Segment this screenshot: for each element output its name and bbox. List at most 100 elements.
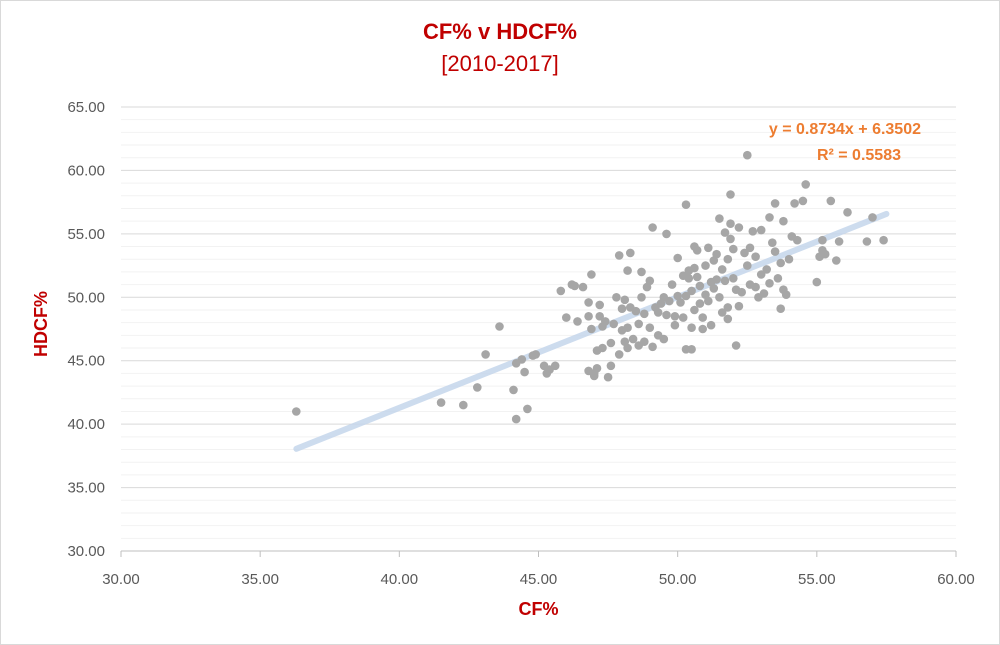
data-point	[690, 305, 699, 315]
data-point	[790, 199, 799, 208]
data-point	[681, 200, 691, 209]
data-point	[818, 235, 827, 245]
trendline-equation: y = 0.8734x + 6.3502	[769, 121, 921, 138]
data-point	[659, 334, 669, 344]
data-point	[756, 225, 766, 235]
data-point	[587, 324, 596, 334]
x-tick-label: 30.00	[102, 571, 140, 588]
data-point	[770, 247, 780, 256]
data-point	[768, 238, 777, 247]
data-point	[662, 310, 671, 320]
data-point	[670, 312, 680, 321]
data-point	[509, 385, 518, 395]
data-point	[734, 223, 744, 232]
data-point	[715, 214, 724, 223]
data-point	[628, 334, 638, 344]
data-point	[562, 313, 571, 322]
data-point	[523, 404, 532, 414]
data-point	[595, 300, 604, 310]
data-point	[670, 320, 680, 330]
data-point	[820, 249, 830, 259]
data-point	[531, 350, 540, 359]
y-tick-label: 45.00	[67, 353, 105, 370]
data-point	[715, 293, 724, 302]
data-point	[704, 243, 713, 253]
data-point	[292, 407, 301, 416]
data-point	[762, 265, 771, 274]
data-point	[645, 276, 655, 286]
data-point	[862, 237, 872, 246]
data-point	[748, 227, 758, 236]
data-point	[737, 287, 746, 297]
data-point	[687, 286, 696, 296]
y-tick-label: 35.00	[67, 480, 105, 497]
data-point	[729, 274, 738, 283]
data-point	[720, 276, 730, 286]
data-point	[776, 258, 785, 268]
data-point	[868, 213, 877, 222]
data-point	[734, 301, 744, 311]
data-point	[637, 267, 646, 277]
x-tick-label: 60.00	[937, 571, 975, 588]
data-point	[584, 298, 593, 307]
data-point	[620, 295, 630, 305]
data-point	[690, 263, 699, 273]
data-point	[623, 343, 632, 353]
data-point	[712, 249, 721, 259]
data-point	[481, 350, 490, 359]
data-point	[726, 234, 735, 244]
data-point	[812, 277, 822, 287]
data-point	[573, 317, 582, 326]
chart-subtitle: [2010-2017]	[441, 51, 559, 76]
data-point	[770, 199, 780, 208]
data-point	[717, 308, 727, 317]
data-point	[598, 343, 607, 353]
data-point	[706, 320, 716, 330]
y-tick-label: 50.00	[67, 289, 105, 306]
x-tick-label: 45.00	[520, 571, 558, 588]
data-point	[517, 355, 527, 364]
data-point	[731, 341, 741, 350]
y-tick-label: 55.00	[67, 226, 105, 243]
data-point	[687, 345, 696, 354]
data-point	[614, 350, 624, 359]
data-point	[701, 261, 710, 270]
data-point	[667, 280, 677, 289]
data-point	[676, 298, 685, 307]
data-point	[495, 322, 504, 331]
y-tick-label: 60.00	[67, 162, 105, 179]
data-point	[614, 251, 624, 260]
data-point	[723, 303, 733, 312]
data-point	[609, 319, 618, 329]
data-point	[603, 372, 613, 382]
data-point	[589, 371, 599, 381]
data-point	[587, 270, 596, 279]
data-point	[698, 313, 707, 322]
data-point	[843, 208, 852, 217]
data-point	[879, 235, 888, 245]
data-point	[623, 266, 632, 275]
data-point	[665, 296, 674, 306]
data-point	[743, 150, 752, 160]
data-point	[640, 337, 649, 347]
data-point	[653, 308, 663, 317]
data-point	[726, 190, 735, 199]
data-points	[292, 150, 888, 424]
data-point	[623, 323, 632, 333]
data-point	[692, 246, 702, 255]
data-point	[743, 261, 752, 270]
data-point	[765, 213, 774, 222]
data-point	[781, 290, 791, 300]
data-point	[673, 253, 682, 263]
data-point	[723, 254, 733, 264]
trendline-r-squared: R² = 0.5583	[817, 147, 901, 164]
data-point	[834, 237, 844, 246]
data-point	[550, 361, 560, 371]
data-point	[798, 196, 808, 206]
data-point	[692, 272, 702, 282]
data-point	[704, 296, 713, 306]
data-point	[684, 274, 694, 283]
axis-labels: 30.00 35.00 40.00 45.00 50.00 55.00 60.00 65.00…	[67, 99, 974, 588]
data-point	[648, 223, 657, 232]
data-point	[801, 180, 810, 189]
